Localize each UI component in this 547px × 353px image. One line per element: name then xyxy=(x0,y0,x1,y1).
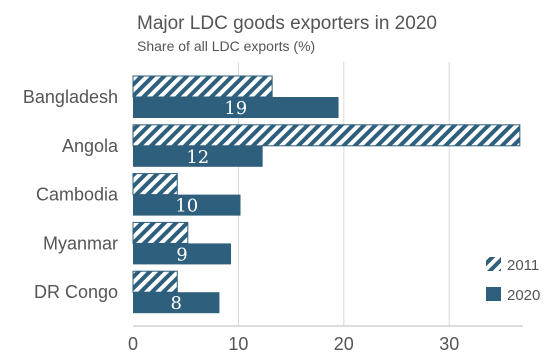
bar-2011-angola xyxy=(132,124,521,147)
x-tick-label-20: 20 xyxy=(334,334,354,353)
x-axis-ticks: 0 10 20 30 xyxy=(128,334,459,353)
data-label-angola: 12 xyxy=(186,147,209,168)
x-tick-label-30: 30 xyxy=(439,334,459,353)
bar-2020-cambodia xyxy=(133,194,241,216)
data-labels: 19 12 10 9 8 xyxy=(170,98,247,314)
chart-title: Major LDC goods exporters in 2020 xyxy=(137,13,437,34)
bar-2020-angola xyxy=(133,145,263,167)
legend-label-2020: 2020 xyxy=(507,287,540,304)
bar-2020-bangladesh xyxy=(133,97,339,118)
data-label-myanmar: 9 xyxy=(176,244,187,265)
chart-subtitle: Share of all LDC exports (%) xyxy=(137,38,315,54)
bar-2011-bangladesh xyxy=(132,75,273,98)
category-label-myanmar: Myanmar xyxy=(43,233,118,253)
legend-swatch-2020 xyxy=(486,287,501,301)
legend-swatch-2011 xyxy=(486,257,501,271)
data-label-cambodia: 10 xyxy=(175,196,198,217)
legend-label-2011: 2011 xyxy=(507,257,539,274)
legend: 2011 2020 xyxy=(486,257,540,304)
bar-2020-dr-congo xyxy=(133,292,220,314)
bar-2011-dr-congo xyxy=(132,270,178,293)
category-label-bangladesh: Bangladesh xyxy=(23,87,118,107)
x-tick-label-10: 10 xyxy=(228,334,248,353)
category-label-angola: Angola xyxy=(62,136,119,156)
category-label-dr-congo: DR Congo xyxy=(34,282,118,302)
bar-2020-myanmar xyxy=(133,243,232,265)
data-label-bangladesh: 19 xyxy=(224,98,247,119)
bar-2011-cambodia xyxy=(132,173,178,196)
bar-2011-myanmar xyxy=(132,221,189,244)
data-label-dr-congo: 8 xyxy=(170,293,181,314)
x-tick-label-0: 0 xyxy=(128,334,138,353)
category-label-cambodia: Cambodia xyxy=(36,185,119,205)
category-labels: Bangladesh Angola Cambodia Myanmar DR Congo xyxy=(23,87,119,302)
bars xyxy=(132,75,521,314)
